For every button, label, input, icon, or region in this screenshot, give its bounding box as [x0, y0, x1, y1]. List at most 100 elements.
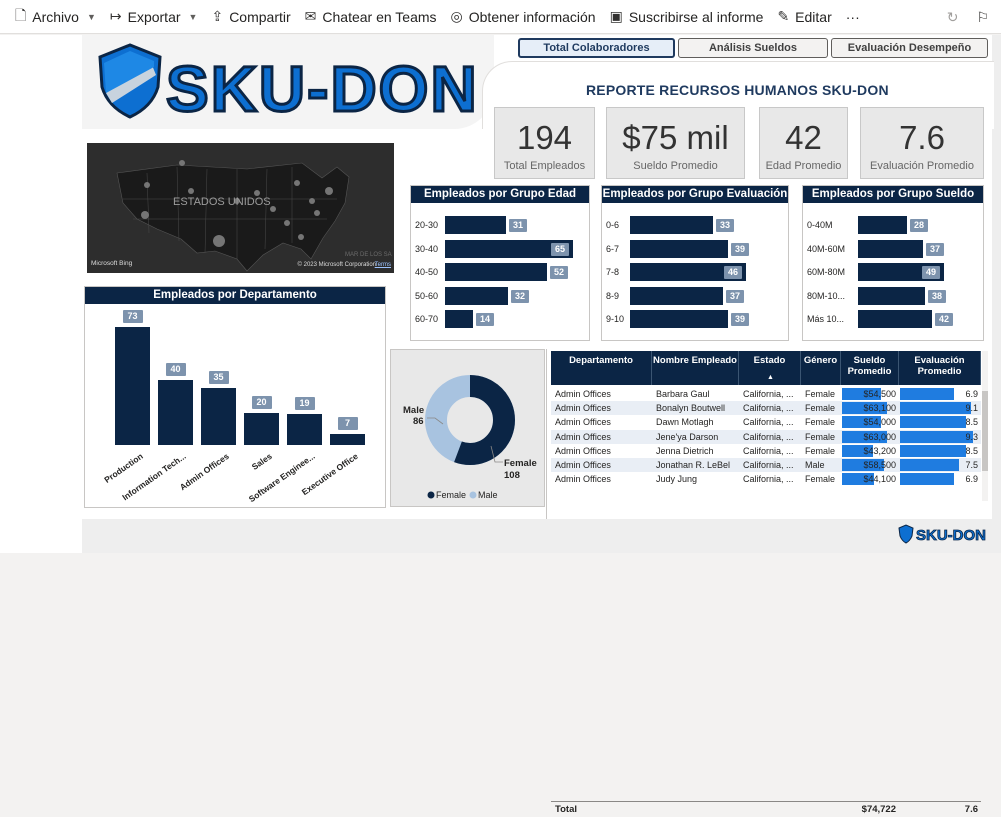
bar-category-label: 6-7 — [606, 243, 620, 254]
bookmark-icon[interactable]: ⚐ — [976, 8, 989, 25]
svg-text:SKU-DON: SKU-DON — [916, 527, 986, 544]
kpi-card-0[interactable]: 194 Total Empleados — [494, 107, 595, 179]
evaluation-value: 8.5 — [965, 417, 978, 428]
legend-label: Male — [478, 490, 498, 500]
evaluation-data-bar — [900, 430, 973, 443]
bar[interactable] — [630, 263, 746, 281]
kpi-card-2[interactable]: 42 Edad Promedio — [759, 107, 848, 179]
evaluation-data-bar — [900, 473, 954, 486]
table-row[interactable]: Admin Offices Dawn Motlagh California, ...… — [551, 415, 981, 430]
toolbar-item-label: Chatear en Teams — [322, 8, 437, 25]
toolbar-item-4[interactable]: ◎ Obtener información — [444, 0, 603, 34]
table-cell: Dawn Motlagh — [656, 417, 714, 428]
salary-group-chart[interactable]: Empleados por Grupo Sueldo 0-40M 28 40M-60M… — [802, 185, 984, 341]
column-data-label: 20 — [251, 396, 272, 409]
table-row[interactable]: Admin Offices Bonalyn Boutwell California,… — [551, 401, 981, 416]
toolbar-item-6[interactable]: ✎ Editar — [770, 0, 838, 34]
map-terms-link[interactable]: Terms — [374, 262, 391, 268]
gender-donut-chart[interactable]: Male 86 Female 108 Female Male — [390, 349, 545, 507]
bar[interactable] — [858, 216, 907, 234]
bar[interactable] — [630, 216, 713, 234]
bar[interactable] — [445, 263, 547, 281]
bar[interactable] — [445, 216, 506, 234]
table-row[interactable]: Admin Offices Jonathan R. LeBel California… — [551, 458, 981, 472]
donut-leader-male — [427, 417, 444, 425]
table-row[interactable]: Admin Offices Barbara Gaul California, ...… — [551, 387, 981, 401]
kpi-card-1[interactable]: $75 mil Sueldo Promedio — [606, 107, 745, 179]
bing-logo: Microsoft Bing — [91, 260, 133, 267]
kpi-value: $75 mil — [622, 119, 729, 156]
table-row[interactable]: Admin Offices Jenna Dietrich California, .… — [551, 443, 981, 458]
bar[interactable] — [630, 310, 728, 328]
evaluation-data-bar — [900, 388, 954, 400]
evaluation-value: 6.9 — [965, 389, 978, 399]
table-column-header[interactable]: Nombre Empleado — [652, 351, 739, 385]
age-group-chart[interactable]: Empleados por Grupo Edad 20-30 31 30-40 65 40… — [410, 185, 590, 341]
table-column-header[interactable]: Departamento — [551, 351, 652, 385]
column-bar[interactable] — [287, 414, 322, 445]
bar[interactable] — [445, 286, 508, 305]
bar[interactable] — [445, 239, 573, 258]
report-canvas: SKU-DON REPORTE RECURSOS HUMANOS SKU-DON… — [82, 35, 1001, 815]
table-cell: Admin Offices — [555, 445, 611, 456]
column-bar[interactable] — [201, 388, 236, 445]
bar-data-label: 39 — [731, 313, 750, 326]
table-scrollbar[interactable] — [982, 351, 988, 501]
table-cell: Judy Jung — [656, 474, 698, 485]
evaluation-group-chart[interactable]: Empleados por Grupo Evaluación 0-6 33 6-7 39… — [601, 185, 789, 341]
column-bar[interactable] — [330, 434, 365, 445]
column-data-label: 19 — [294, 397, 315, 410]
evaluation-data-bar — [900, 444, 966, 457]
table-cell: Jenna Dietrich — [656, 445, 714, 456]
kpi-value: 194 — [516, 119, 573, 156]
sort-ascending-icon[interactable]: ▲ — [767, 374, 774, 381]
bar-category-label: 7-8 — [606, 267, 620, 277]
kpi-label: Edad Promedio — [765, 160, 842, 172]
kpi-value: 42 — [785, 119, 822, 156]
more-options-button[interactable]: ··· — [845, 8, 860, 25]
us-map[interactable]: ESTADOS UNIDOS MAR DE LOS SA Microsoft B… — [87, 143, 394, 273]
shield-icon — [98, 43, 162, 119]
kpi-value: 7.6 — [899, 119, 945, 156]
toolbar-item-1[interactable]: ↦ Exportar ▼ — [103, 0, 205, 34]
salary-data-bar — [842, 430, 887, 443]
bar-row: 50-60 32 — [411, 286, 589, 305]
bar[interactable] — [858, 239, 923, 258]
toolbar-item-5[interactable]: ▣ Suscribirse al informe — [603, 0, 771, 34]
footer-logo: SKU-DON — [896, 523, 988, 545]
bar[interactable] — [858, 286, 925, 305]
column-bar[interactable] — [244, 413, 279, 445]
table-cell: Bonalyn Boutwell — [656, 403, 726, 414]
table-column-header[interactable]: Evaluación Promedio — [899, 351, 981, 385]
scrollbar-thumb[interactable] — [982, 391, 988, 471]
salary-data-bar — [842, 416, 881, 429]
nav-button-0[interactable]: Total Colaboradores — [518, 38, 675, 58]
toolbar-item-0[interactable]: 🗋 Archivo ▼ — [8, 0, 103, 34]
employee-table[interactable]: Departamento Nombre Empleado Estado ▲ Género… — [546, 349, 992, 815]
total-salary: $74,722 — [861, 804, 896, 815]
chart-title: Empleados por Grupo Edad — [411, 186, 589, 203]
column-bar[interactable] — [158, 380, 193, 445]
department-chart[interactable]: Empleados por Departamento 73 Production 40… — [84, 286, 386, 508]
toolbar-item-2[interactable]: ⇪ Compartir — [204, 0, 297, 34]
table-row[interactable]: Admin Offices Jene'ya Darson California, .… — [551, 429, 981, 444]
bar[interactable] — [858, 310, 932, 328]
bar[interactable] — [445, 310, 473, 328]
table-column-header[interactable]: Género — [801, 351, 841, 385]
export-icon: ↦ — [109, 8, 122, 24]
bar[interactable] — [630, 239, 728, 258]
nav-button-1[interactable]: Análisis Sueldos — [678, 38, 828, 58]
column-bar[interactable] — [115, 327, 150, 445]
salary-value: $58,500 — [863, 460, 896, 470]
salary-cell: $63,100 — [841, 401, 899, 415]
table-column-header[interactable]: Sueldo Promedio — [841, 351, 899, 385]
kpi-card-3[interactable]: 7.6 Evaluación Promedio — [860, 107, 984, 179]
table-column-header[interactable]: Estado ▲ — [739, 351, 801, 385]
toolbar-item-3[interactable]: ✉ Chatear en Teams — [298, 0, 444, 34]
table-row[interactable]: Admin Offices Judy Jung California, ... Fem… — [551, 472, 981, 487]
map-bubbles — [141, 160, 333, 247]
nav-button-2[interactable]: Evaluación Desempeño — [831, 38, 988, 58]
refresh-icon[interactable]: ↻ — [946, 8, 959, 25]
evaluation-value: 8.5 — [965, 445, 978, 456]
bar[interactable] — [630, 286, 723, 305]
